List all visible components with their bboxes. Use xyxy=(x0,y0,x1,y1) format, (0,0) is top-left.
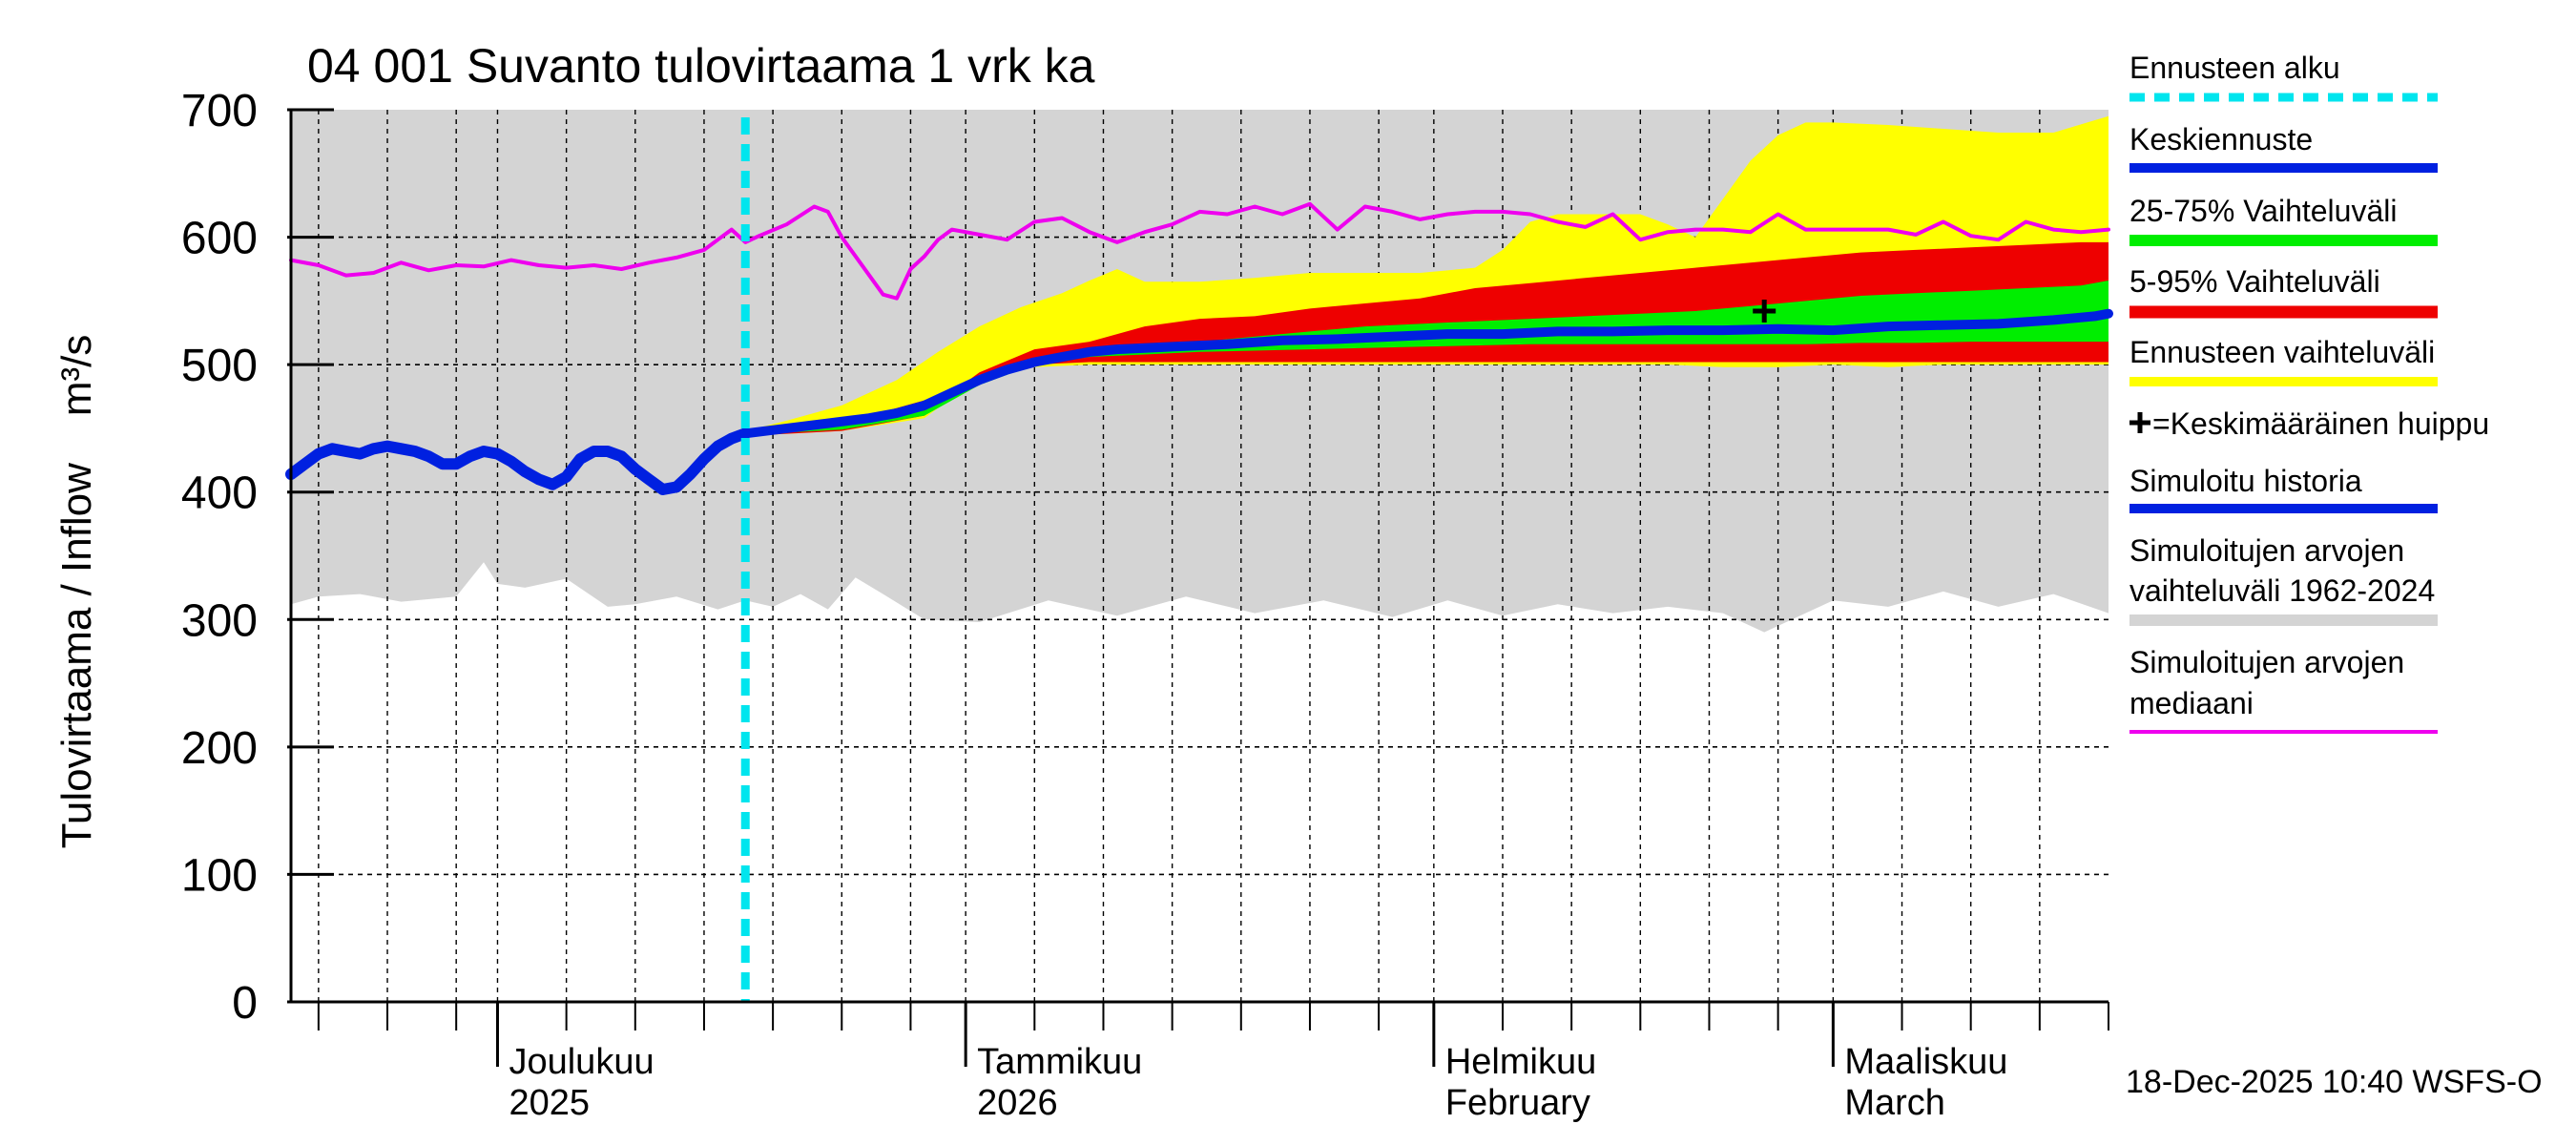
month-label: Joulukuu xyxy=(509,1042,654,1082)
y-tick-label: 100 xyxy=(181,850,258,901)
mean-peak-marker xyxy=(1753,300,1776,323)
legend-peak-symbol xyxy=(2129,412,2150,433)
legend-label: Simuloitujen arvojen xyxy=(2129,645,2404,679)
median-line xyxy=(289,201,2110,301)
legend-label: Keskiennuste xyxy=(2129,122,2313,156)
legend-label: Simuloitu historia xyxy=(2129,464,2362,498)
legend-label: 25-75% Vaihteluväli xyxy=(2129,194,2397,228)
band-25-75 xyxy=(745,281,2109,435)
legend-label-line2: mediaani xyxy=(2129,686,2254,720)
legend-label: Simuloitujen arvojen xyxy=(2129,533,2404,568)
footer-timestamp: 18-Dec-2025 10:40 WSFS-O xyxy=(2126,1064,2543,1100)
y-tick-label: 300 xyxy=(181,595,258,646)
month-label: Maaliskuu xyxy=(1844,1042,2007,1082)
y-tick-label: 600 xyxy=(181,214,258,264)
legend-label: Ennusteen alku xyxy=(2129,51,2340,85)
simulated-history-line xyxy=(285,427,752,495)
mean-forecast-line xyxy=(740,308,2113,439)
y-tick-label: 400 xyxy=(181,468,258,519)
plot-area xyxy=(285,110,2113,1002)
legend-label: 5-95% Vaihteluväli xyxy=(2129,264,2380,299)
y-tick-label: 0 xyxy=(232,978,258,1029)
legend: Ennusteen alku Keskiennuste 25-75% Vaihtel… xyxy=(2129,51,2489,734)
year-label: February xyxy=(1445,1083,1590,1123)
y-tick-label: 700 xyxy=(181,86,258,136)
y-tick-label: 500 xyxy=(181,341,258,391)
chart-title: 04 001 Suvanto tulovirtaama 1 vrk ka xyxy=(307,39,1095,93)
y-tick-label: 200 xyxy=(181,723,258,774)
legend-label: =Keskimääräinen huippu xyxy=(2152,406,2489,441)
year-label: 2026 xyxy=(977,1083,1058,1123)
month-label: Helmikuu xyxy=(1445,1042,1596,1082)
year-label: 2025 xyxy=(509,1083,590,1123)
legend-label: Ennusteen vaihteluväli xyxy=(2129,335,2435,369)
month-label: Tammikuu xyxy=(977,1042,1142,1082)
year-label: March xyxy=(1844,1083,1945,1123)
legend-label-line2: vaihteluväli 1962-2024 xyxy=(2129,573,2435,608)
y-axis-label: Tulovirtaama / Inflow m³/s xyxy=(53,335,100,849)
